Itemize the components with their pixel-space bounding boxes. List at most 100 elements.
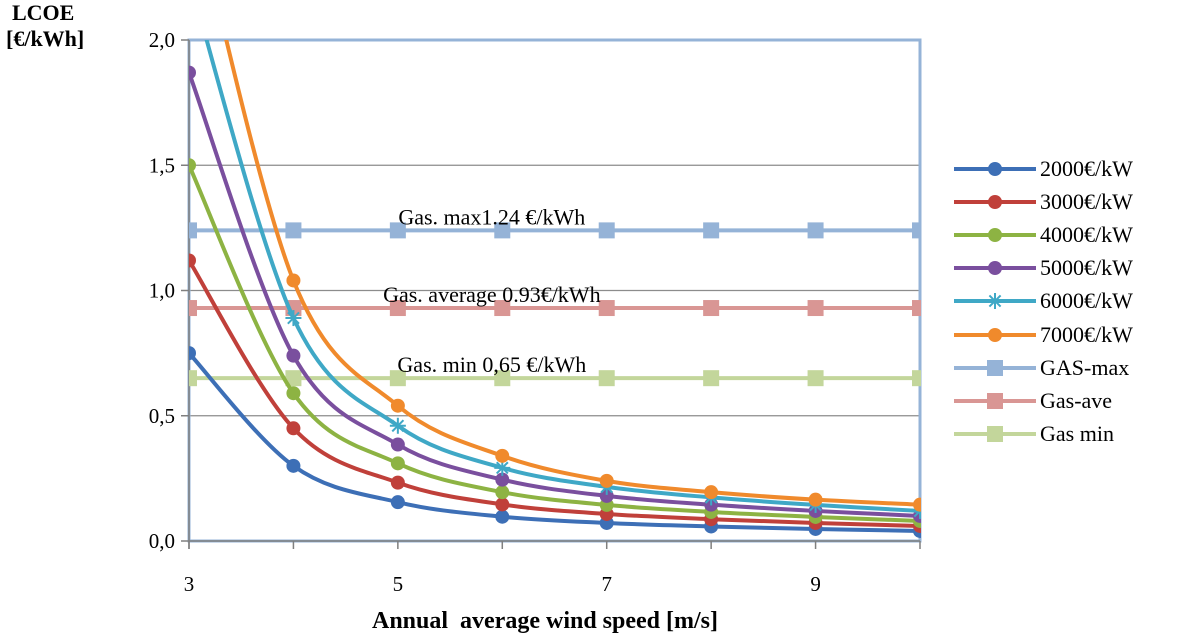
series-8-point-4 xyxy=(598,370,615,387)
series-line-2 xyxy=(189,164,921,523)
series-2-point-2 xyxy=(390,456,405,471)
legend-marker-2 xyxy=(988,227,1002,242)
series-6-point-6 xyxy=(807,222,824,239)
x-tick-label-2: 7 xyxy=(601,572,612,596)
legend-item-2: 4000€/kW xyxy=(952,218,1133,251)
legend-marker-4 xyxy=(987,293,1003,310)
series-7-point-7 xyxy=(912,300,921,317)
legend-item-3: 5000€/kW xyxy=(952,252,1133,285)
legend-item-7: Gas-ave xyxy=(952,384,1133,417)
legend-label-6: GAS-max xyxy=(1040,354,1130,380)
series-3-point-4 xyxy=(599,488,614,503)
legend-swatch-1 xyxy=(954,194,1036,209)
y-tick-label-0: 0,0 xyxy=(149,529,175,553)
series-7-point-6 xyxy=(807,300,824,317)
series-0-point-1 xyxy=(286,458,301,473)
series-6-point-1 xyxy=(285,222,302,239)
y-axis-label-line2: [€/kWh] xyxy=(6,26,85,51)
series-6-point-7 xyxy=(912,222,921,239)
series-3-point-1 xyxy=(286,348,301,363)
legend-label-2: 4000€/kW xyxy=(1040,221,1133,247)
y-tick-label-2: 1,0 xyxy=(149,279,175,303)
series-5-point-4 xyxy=(599,473,614,488)
series-1-point-0 xyxy=(189,253,196,268)
legend-label-1: 3000€/kW xyxy=(1040,188,1133,214)
legend-label-7: Gas-ave xyxy=(1040,387,1113,413)
series-7-point-3 xyxy=(494,300,511,317)
series-8-point-7 xyxy=(912,370,921,387)
series-1-point-3 xyxy=(495,497,510,512)
series-layer xyxy=(189,40,921,538)
legend-label-0: 2000€/kW xyxy=(1040,155,1133,181)
series-8-point-5 xyxy=(703,370,720,387)
x-tick-label-3: 9 xyxy=(810,572,821,596)
series-8-point-3 xyxy=(494,370,511,387)
legend-marker-7 xyxy=(987,392,1003,409)
legend-item-4: 6000€/kW xyxy=(952,285,1133,318)
series-6 xyxy=(189,222,921,239)
legend-marker-1 xyxy=(988,194,1002,209)
series-0-point-2 xyxy=(390,495,405,510)
series-5-point-6 xyxy=(808,492,823,507)
series-0-point-0 xyxy=(189,346,196,361)
series-7-point-0 xyxy=(189,300,197,317)
legend-swatch-2 xyxy=(954,227,1036,242)
annotation-2: Gas. min 0,65 €/kWh xyxy=(397,352,586,377)
series-4-point-1 xyxy=(285,310,302,327)
series-3-point-3 xyxy=(495,472,510,487)
y-axis-label: LCOE [€/kWh] xyxy=(6,0,84,52)
series-line-3 xyxy=(189,71,921,518)
series-5-point-3 xyxy=(495,448,510,463)
series-8-point-0 xyxy=(189,370,197,387)
series-2-point-3 xyxy=(495,485,510,500)
legend-swatch-0 xyxy=(954,161,1036,176)
legend-marker-0 xyxy=(988,161,1002,176)
series-6-point-4 xyxy=(598,222,615,239)
x-tick-label-1: 5 xyxy=(393,572,404,596)
legend-label-8: Gas min xyxy=(1040,421,1114,447)
legend-swatch-7 xyxy=(954,392,1036,409)
series-2 xyxy=(189,158,921,528)
legend-marker-3 xyxy=(988,261,1002,276)
series-line-4 xyxy=(204,40,921,513)
series-1-point-2 xyxy=(390,475,405,490)
series-6-point-5 xyxy=(703,222,720,239)
series-7-point-2 xyxy=(389,300,406,317)
legend-swatch-4 xyxy=(954,293,1036,310)
series-1-point-1 xyxy=(286,421,301,436)
series-3-point-0 xyxy=(189,65,196,80)
y-axis-label-line1: LCOE xyxy=(12,0,75,25)
series-4 xyxy=(204,40,921,519)
legend-label-5: 7000€/kW xyxy=(1040,321,1133,347)
legend-swatch-5 xyxy=(954,327,1036,342)
y-tick-label-1: 0,5 xyxy=(149,404,175,428)
series-4-point-2 xyxy=(389,417,406,434)
x-tick-label-0: 3 xyxy=(184,572,195,596)
legend-swatch-8 xyxy=(954,426,1036,443)
series-5-point-7 xyxy=(913,497,921,512)
legend-swatch-3 xyxy=(954,261,1036,276)
series-2-point-0 xyxy=(189,158,196,173)
series-5-point-1 xyxy=(286,273,301,288)
legend-item-0: 2000€/kW xyxy=(952,152,1133,185)
series-7-point-5 xyxy=(703,300,720,317)
x-axis-label: Annual average wind speed [m/s] xyxy=(372,608,718,634)
axes: 0,0 0,5 1,0 1,5 2,0 3 5 7 9 xyxy=(149,28,921,596)
series-5-point-2 xyxy=(390,398,405,413)
series-6-point-2 xyxy=(389,222,406,239)
legend-marker-6 xyxy=(987,359,1003,376)
legend-label-3: 5000€/kW xyxy=(1040,255,1133,281)
series-8 xyxy=(189,370,921,387)
series-3-point-2 xyxy=(390,437,405,452)
legend-swatch-6 xyxy=(954,359,1036,376)
legend-item-5: 7000€/kW xyxy=(952,318,1133,351)
annotations: Gas. max1.24 €/kWh Gas. average 0.93€/kWh… xyxy=(383,204,600,377)
series-8-point-6 xyxy=(807,370,824,387)
series-6-point-3 xyxy=(494,222,511,239)
series-7-point-4 xyxy=(598,300,615,317)
series-6-point-0 xyxy=(189,222,197,239)
annotation-1: Gas. average 0.93€/kWh xyxy=(383,282,600,307)
y-tick-label-3: 1,5 xyxy=(149,153,175,177)
series-8-point-2 xyxy=(389,370,406,387)
